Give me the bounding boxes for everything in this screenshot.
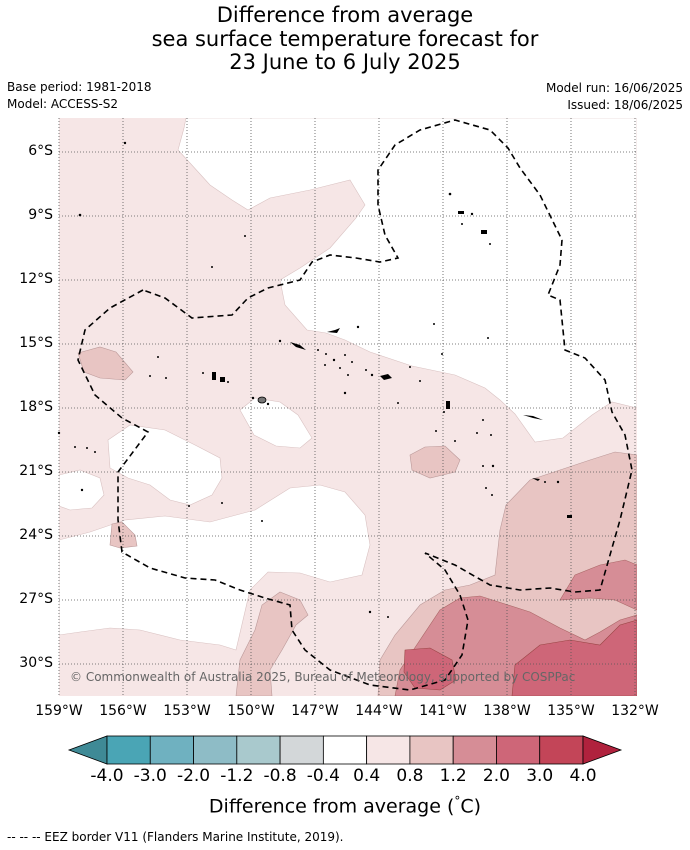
- legend-arrow-low: [67, 735, 108, 765]
- map-copyright: © Commonwealth of Australia 2025, Bureau…: [70, 670, 575, 684]
- anomaly-region-small: [109, 521, 138, 549]
- footnote: -- -- -- EEZ border V11 (Flanders Marine…: [7, 830, 344, 844]
- issued-date: Issued: 18/06/2025: [567, 98, 683, 112]
- eez-borders: [77, 119, 633, 691]
- title-line-3: 23 June to 6 July 2025: [229, 50, 461, 74]
- anomaly-region-strong-east: [559, 559, 637, 611]
- legend-tick-label: -0.8: [263, 766, 297, 786]
- legend-colorbar: [67, 735, 623, 765]
- legend-swatch: [539, 735, 584, 765]
- y-tick-label: 12°S: [19, 271, 53, 287]
- y-tick-label: 15°S: [19, 335, 53, 351]
- y-tick-label: 21°S: [19, 463, 53, 479]
- legend-swatch: [452, 735, 497, 765]
- legend-swatch: [409, 735, 454, 765]
- legend-swatch: [496, 735, 541, 765]
- legend-swatch: [193, 735, 238, 765]
- neutral-region-south-band: [59, 484, 371, 651]
- x-tick-label: 159°W: [35, 703, 83, 719]
- x-tick-label: 135°W: [547, 703, 595, 719]
- x-tick-label: 147°W: [291, 703, 339, 719]
- model-run: Model run: 16/06/2025: [545, 81, 683, 95]
- anomaly-region-central: [409, 445, 461, 479]
- x-tick-label: 141°W: [419, 703, 467, 719]
- y-tick-label: 18°S: [19, 399, 53, 415]
- legend-tick-label: -0.4: [306, 766, 340, 786]
- x-tick-label: 153°W: [163, 703, 211, 719]
- legend-swatch: [149, 735, 194, 765]
- legend-title-degree: °: [454, 794, 461, 808]
- legend-title: Difference from average (°C): [0, 794, 690, 817]
- legend-tick-label: -2.0: [176, 766, 211, 786]
- legend-tick-label: 0.8: [396, 766, 424, 786]
- legend-arrow-high: [582, 735, 623, 765]
- legend-tick-label: 3.0: [526, 766, 554, 786]
- title-line-2: sea surface temperature forecast for: [151, 27, 539, 51]
- model-name: Model: ACCESS-S2: [7, 97, 119, 111]
- legend-title-end: ): [473, 795, 482, 818]
- x-tick-label: 132°W: [611, 703, 659, 719]
- legend-swatch: [322, 735, 368, 765]
- legend-tick-label: 4.0: [569, 766, 597, 786]
- y-tick-label: 27°S: [19, 591, 53, 607]
- legend-tick-label: 0.4: [353, 766, 381, 786]
- anomaly-region-southwest: [235, 591, 309, 696]
- legend-swatch: [236, 735, 281, 765]
- grid-lines: [58, 118, 637, 696]
- title-line-1: Difference from average: [216, 3, 474, 27]
- legend-tick-label: 2.0: [482, 766, 510, 786]
- x-tick-label: 138°W: [483, 703, 531, 719]
- y-tick-label: 9°S: [28, 207, 53, 223]
- islands: [57, 141, 572, 618]
- legend-tick-label: -1.2: [220, 766, 254, 786]
- y-tick-label: 30°S: [19, 655, 53, 671]
- eez-border-west: [77, 119, 633, 691]
- legend-swatch: [106, 735, 151, 765]
- legend-title-unit: C: [460, 795, 474, 818]
- legend-swatch: [366, 735, 411, 765]
- legend-tick-label: -4.0: [90, 766, 124, 786]
- x-tick-label: 150°W: [227, 703, 275, 719]
- neutral-region-west: [107, 424, 223, 506]
- x-tick-label: 144°W: [355, 703, 403, 719]
- legend-swatch: [279, 735, 324, 765]
- anomaly-field: [59, 118, 637, 696]
- anomaly-region-west: [77, 346, 134, 381]
- legend-tick-label: -3.0: [133, 766, 167, 786]
- x-tick-label: 156°W: [99, 703, 147, 719]
- y-tick-label: 6°S: [28, 143, 53, 159]
- legend-title-main: Difference from average (: [208, 795, 455, 818]
- base-period: Base period: 1981-2018: [7, 80, 152, 94]
- anomaly-region-very-strong-2: [511, 619, 637, 696]
- y-tick-label: 24°S: [19, 527, 53, 543]
- legend-tick-label: 1.2: [439, 766, 467, 786]
